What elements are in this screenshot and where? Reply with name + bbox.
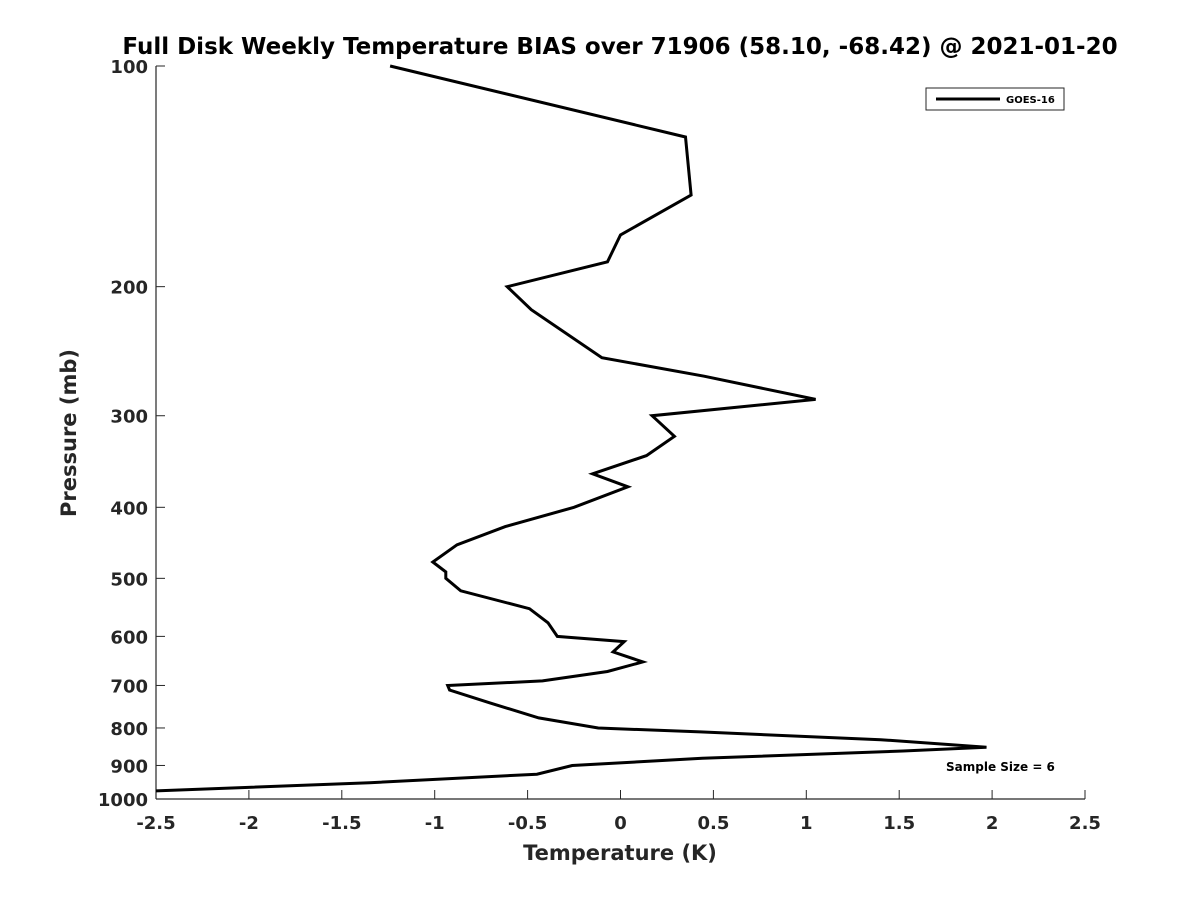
y-tick-label: 500 xyxy=(110,569,148,590)
y-tick-label: 800 xyxy=(110,719,148,740)
x-tick-label: -1 xyxy=(425,813,445,834)
x-tick-label: 1.5 xyxy=(883,813,915,834)
chart-title: Full Disk Weekly Temperature BIAS over 7… xyxy=(122,34,1117,60)
x-tick-label: -0.5 xyxy=(508,813,547,834)
y-tick-label: 1000 xyxy=(98,790,148,811)
x-axis-ticks: -2.5 -2 -1.5 -1 -0.5 0 0.5 1 1.5 2 2.5 xyxy=(136,790,1101,834)
x-tick-label: 2.5 xyxy=(1069,813,1101,834)
x-tick-label: 1 xyxy=(800,813,813,834)
series-layer xyxy=(155,64,987,793)
x-tick-label: -2.5 xyxy=(136,813,175,834)
plot-axes xyxy=(155,66,1085,800)
x-tick-label: -1.5 xyxy=(322,813,361,834)
y-tick-label: 900 xyxy=(110,756,148,777)
y-tick-label: 700 xyxy=(110,676,148,697)
x-tick-label: 0.5 xyxy=(697,813,729,834)
y-tick-label: 400 xyxy=(110,498,148,519)
legend: GOES-16 xyxy=(925,87,1065,111)
x-tick-label: 2 xyxy=(986,813,999,834)
y-axis-label: Pressure (mb) xyxy=(57,349,81,517)
x-axis-label: Temperature (K) xyxy=(523,841,717,865)
y-tick-label: 100 xyxy=(110,57,148,78)
series-line-goes-16 xyxy=(155,64,987,793)
sample-size-annotation: Sample Size = 6 xyxy=(946,760,1055,774)
y-tick-label: 300 xyxy=(110,407,148,428)
y-axis-ticks: 100 200 300 400 500 600 700 800 900 1000 xyxy=(98,57,165,811)
x-tick-label: -2 xyxy=(239,813,259,834)
y-tick-label: 200 xyxy=(110,278,148,299)
x-tick-label: 0 xyxy=(614,813,627,834)
y-tick-label: 600 xyxy=(110,627,148,648)
legend-entry-goes-16: GOES-16 xyxy=(1006,95,1055,106)
